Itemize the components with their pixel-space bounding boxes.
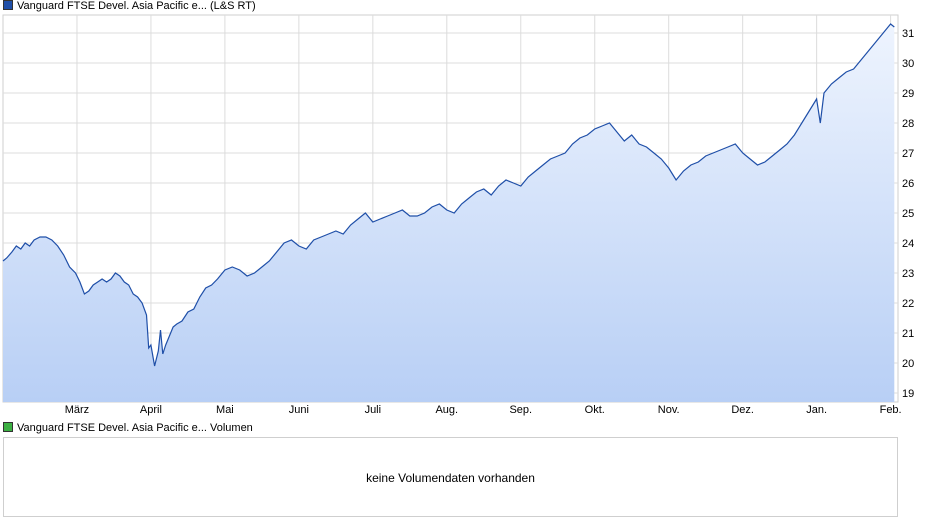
y-axis-labels: 19 20 21 22 23 24 25 26 27 28 29 30 31 — [902, 28, 914, 400]
y-tick-label: 21 — [902, 328, 914, 340]
y-tick-label: 30 — [902, 58, 914, 70]
volume-panel: keine Volumendaten vorhanden — [3, 437, 898, 517]
x-tick-label: Mai — [216, 404, 234, 416]
x-tick-label: Aug. — [435, 404, 458, 416]
x-axis-labels: März April Mai Juni Juli Aug. Sep. Okt. Nov. Dez.… — [65, 404, 902, 416]
y-tick-label: 19 — [902, 388, 914, 400]
x-tick-label: Feb. — [880, 404, 902, 416]
volume-legend-label: Vanguard FTSE Devel. Asia Pacific e... V… — [17, 422, 253, 434]
x-tick-label: Juni — [289, 404, 309, 416]
volume-empty-message: keine Volumendaten vorhanden — [366, 471, 535, 485]
y-tick-label: 22 — [902, 298, 914, 310]
y-tick-label: 24 — [902, 238, 914, 250]
y-tick-label: 29 — [902, 88, 914, 100]
price-line — [2, 23, 895, 367]
y-tick-label: 28 — [902, 118, 914, 130]
x-tick-label: Nov. — [658, 404, 680, 416]
y-tick-label: 31 — [902, 28, 914, 40]
x-tick-label: Juli — [365, 404, 382, 416]
price-legend-label: Vanguard FTSE Devel. Asia Pacific e... (… — [17, 0, 256, 12]
x-tick-label: Jan. — [806, 404, 827, 416]
volume-legend-swatch — [3, 422, 13, 432]
y-tick-label: 26 — [902, 178, 914, 190]
x-tick-label: April — [140, 404, 162, 416]
y-tick-label: 25 — [902, 208, 914, 220]
x-tick-label: Okt. — [585, 404, 605, 416]
y-tick-label: 23 — [902, 268, 914, 280]
y-tick-label: 20 — [902, 358, 914, 370]
price-legend-swatch — [3, 0, 13, 10]
x-tick-label: Sep. — [509, 404, 532, 416]
x-tick-label: Dez. — [731, 404, 754, 416]
price-chart: 19 20 21 22 23 24 25 26 27 28 29 30 31 März April Mai J… — [2, 14, 914, 416]
y-tick-label: 27 — [902, 148, 914, 160]
price-area — [3, 24, 895, 402]
price-legend: Vanguard FTSE Devel. Asia Pacific e... (… — [3, 0, 256, 13]
volume-legend: Vanguard FTSE Devel. Asia Pacific e... V… — [3, 422, 253, 435]
x-tick-label: März — [65, 404, 89, 416]
